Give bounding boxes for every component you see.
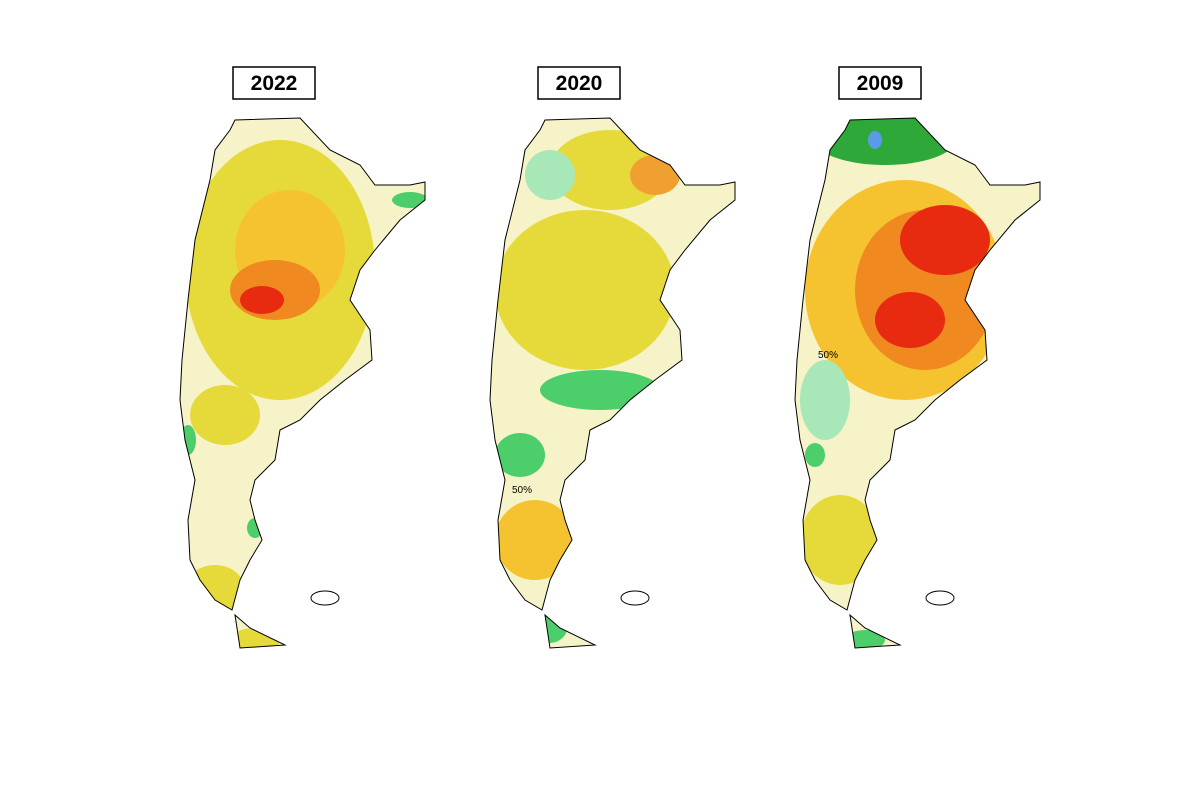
title-box [537,66,621,100]
map-title: 2009 [857,72,904,95]
contour-label: 50% [512,485,532,496]
islands [620,590,650,606]
islands [310,590,340,606]
title-box [232,66,316,100]
title-box [838,66,922,100]
islands [925,590,955,606]
map-title: 2020 [556,72,603,95]
map-title: 2022 [251,72,298,95]
contour-label: 50% [818,350,838,361]
